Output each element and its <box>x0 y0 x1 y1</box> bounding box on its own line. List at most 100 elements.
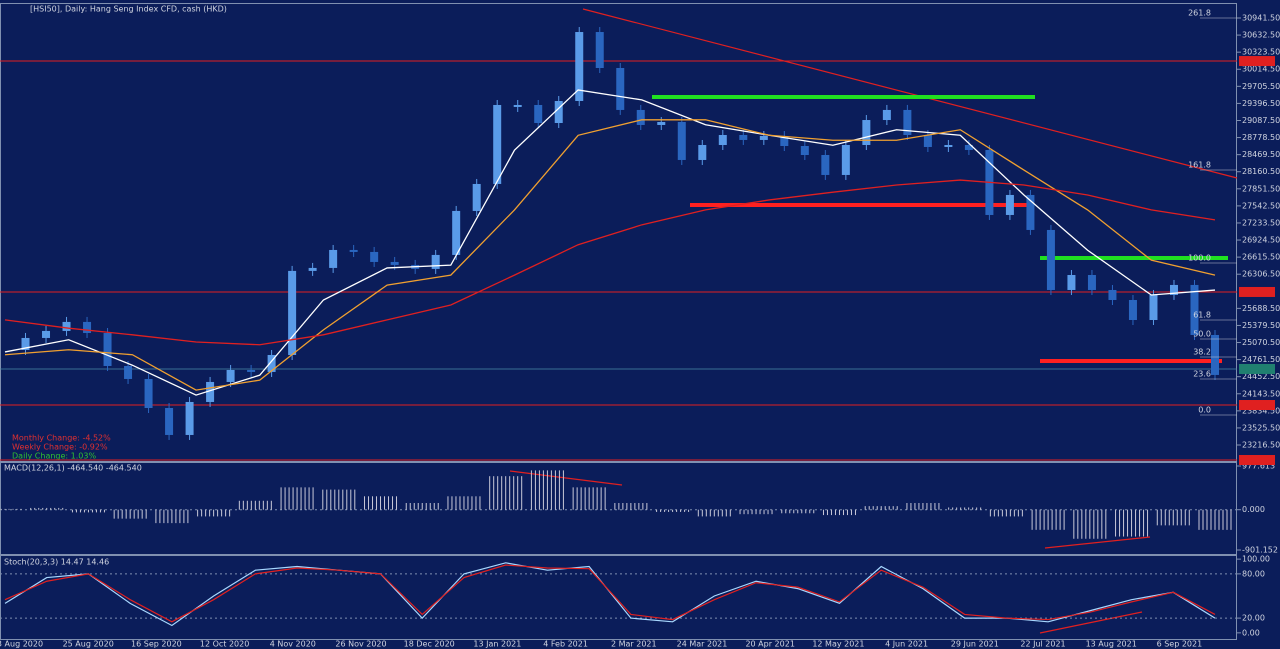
y-tick-label: 26924.50 <box>1242 236 1280 245</box>
candle <box>534 104 543 124</box>
y-tick-label: 30014.50 <box>1242 65 1280 74</box>
candle <box>1005 194 1014 215</box>
candle <box>616 68 625 110</box>
x-tick-label: 20 Apr 2021 <box>745 640 794 649</box>
candle <box>1149 294 1158 320</box>
candle <box>1108 289 1117 300</box>
candle <box>431 254 440 269</box>
candle <box>1067 275 1076 290</box>
y-tick-label: 28160.50 <box>1242 167 1280 176</box>
candle <box>124 365 133 379</box>
candle <box>42 330 51 338</box>
candle <box>862 120 871 146</box>
candle <box>329 249 338 268</box>
x-tick-label: 24 Mar 2021 <box>677 640 728 649</box>
fib-label: 161.8 <box>1188 161 1211 170</box>
y-tick-label: 29396.50 <box>1242 99 1280 108</box>
x-tick-label: 25 Aug 2020 <box>63 640 114 649</box>
y-tick-label: 25688.50 <box>1242 304 1280 313</box>
candle <box>882 109 891 121</box>
candle <box>103 332 112 366</box>
x-tick-label: 22 Jul 2021 <box>1020 640 1065 649</box>
candle <box>595 32 604 69</box>
candle <box>677 122 686 160</box>
candle <box>493 104 502 184</box>
x-tick-label: 16 Sep 2020 <box>131 640 182 649</box>
divergence-line <box>1044 536 1151 549</box>
candle <box>657 122 666 125</box>
y-tick-label: 80.00 <box>1242 569 1265 578</box>
y-tick-label: 23525.50 <box>1242 423 1280 432</box>
candle <box>698 145 707 160</box>
candle <box>288 270 297 355</box>
moving-average <box>4 119 1216 391</box>
candle <box>349 249 358 252</box>
x-tick-label: 18 Dec 2020 <box>404 640 455 649</box>
candle <box>759 135 768 140</box>
main-frame <box>0 3 1237 462</box>
current-price-tag <box>1239 363 1275 374</box>
x-tick-label: 4 Jun 2021 <box>885 640 928 649</box>
y-tick-label: 28778.50 <box>1242 133 1280 142</box>
y-tick-label: 0.00 <box>1242 628 1260 637</box>
fib-label: 23.6 <box>1193 370 1211 379</box>
candle <box>739 134 748 140</box>
candle <box>718 134 727 146</box>
x-tick-label: 26 Nov 2020 <box>335 640 386 649</box>
candle <box>83 321 92 333</box>
candle <box>841 145 850 175</box>
y-tick-label: 20.00 <box>1242 614 1265 623</box>
y-tick-label: 25379.50 <box>1242 321 1280 330</box>
y-tick-label: 30632.50 <box>1242 31 1280 40</box>
fib-label: 61.8 <box>1193 311 1211 320</box>
fib-label: 261.8 <box>1188 9 1211 18</box>
candle <box>821 155 830 175</box>
trend-line <box>582 8 1238 179</box>
candle <box>800 145 809 156</box>
x-tick-label: 4 Nov 2020 <box>270 640 316 649</box>
x-tick-label: 2 Mar 2021 <box>611 640 657 649</box>
candle <box>1128 299 1137 320</box>
candle <box>308 267 317 271</box>
candle <box>636 109 645 125</box>
candle <box>1046 229 1055 290</box>
monthly-change: Monthly Change: -4.52% <box>12 434 111 443</box>
macd-frame <box>0 462 1237 555</box>
fib-label: 50.0 <box>1193 330 1211 339</box>
y-tick-label: 24452.50 <box>1242 372 1280 381</box>
macd-title: MACD(12,26,1) -464.540 -464.540 <box>4 464 142 473</box>
y-tick-label: 30323.50 <box>1242 48 1280 57</box>
candle <box>472 183 481 211</box>
fib-label: 0.0 <box>1198 406 1211 415</box>
candle <box>1190 284 1199 335</box>
candle <box>554 101 563 124</box>
candle <box>226 369 235 382</box>
candle <box>165 407 174 435</box>
daily-change: Daily Change: 1.03% <box>12 452 96 461</box>
x-tick-label: 13 Aug 2021 <box>1086 640 1137 649</box>
candle <box>390 261 399 265</box>
y-tick-label: 27542.50 <box>1242 201 1280 210</box>
y-tick-label: 23216.50 <box>1242 441 1280 450</box>
y-tick-label: 26615.50 <box>1242 253 1280 262</box>
y-tick-label: 30941.50 <box>1242 14 1280 23</box>
y-tick-label: 27233.50 <box>1242 218 1280 227</box>
candle <box>780 135 789 146</box>
y-tick-label: 25070.50 <box>1242 338 1280 347</box>
candle <box>144 378 153 408</box>
candle <box>206 381 215 402</box>
x-tick-label: 12 Oct 2020 <box>200 640 249 649</box>
divergence-line <box>509 470 623 486</box>
y-tick-label: 29705.50 <box>1242 82 1280 91</box>
candle <box>944 145 953 148</box>
x-tick-label: 6 Sep 2021 <box>1157 640 1203 649</box>
y-tick-label: 23834.50 <box>1242 406 1280 415</box>
candle <box>267 354 276 372</box>
fib-label: 38.2 <box>1193 348 1211 357</box>
x-tick-label: 13 Jan 2021 <box>473 640 521 649</box>
y-tick-label: -901.152 <box>1242 545 1278 554</box>
candle <box>21 337 30 350</box>
y-tick-label: 100.00 <box>1242 555 1270 564</box>
candle <box>1026 194 1035 230</box>
